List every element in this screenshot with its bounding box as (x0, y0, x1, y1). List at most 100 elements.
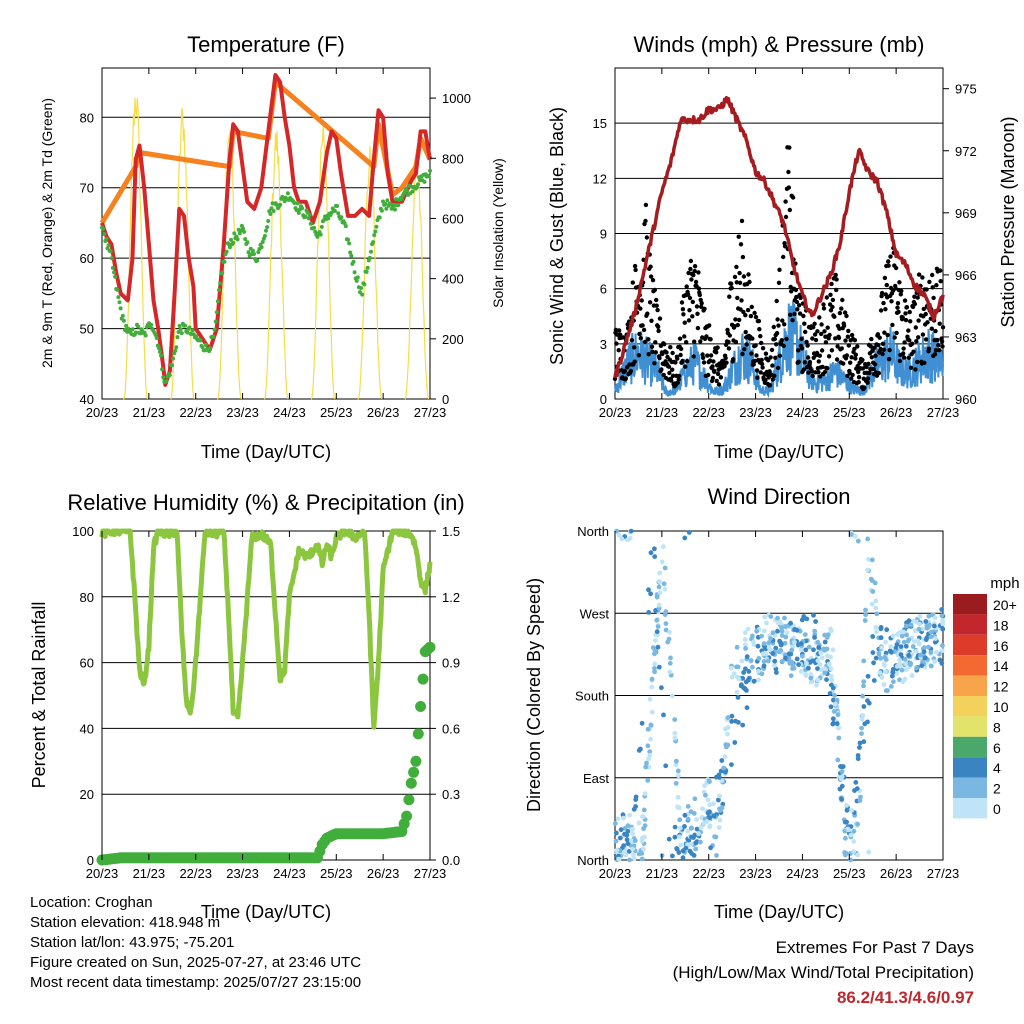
gust-point (748, 313, 754, 319)
gust-point (699, 304, 704, 309)
dewpoint-point (154, 336, 159, 340)
gust-point (908, 319, 913, 324)
direction-point (819, 655, 825, 661)
gust-point (745, 307, 751, 313)
gust-point (633, 267, 638, 273)
gust-point (722, 364, 727, 369)
direction-point (740, 676, 746, 681)
gust-point (916, 272, 922, 277)
direction-point (627, 535, 633, 541)
x-tick-label: 26/23 (367, 405, 400, 420)
gust-point (680, 307, 686, 312)
direction-point (643, 764, 649, 770)
direction-point (688, 809, 694, 815)
direction-point (652, 546, 657, 552)
gust-point (787, 207, 792, 213)
gust-point (653, 350, 658, 355)
direction-point (815, 666, 820, 671)
direction-point (859, 725, 864, 731)
direction-point (693, 846, 699, 852)
x-tick-label: 21/23 (646, 405, 679, 420)
gust-point (630, 280, 635, 285)
dewpoint-point (278, 202, 283, 207)
gust-point (707, 323, 712, 328)
direction-point (630, 826, 635, 832)
direction-point (901, 629, 906, 635)
gust-point (752, 358, 758, 364)
gust-point (912, 301, 918, 307)
gust-point (648, 274, 654, 279)
gust-point (743, 329, 748, 335)
gust-point (751, 362, 756, 367)
gust-point (692, 339, 697, 344)
gust-point (760, 346, 766, 351)
gust-point (739, 298, 744, 303)
gust-point (849, 376, 854, 381)
dewpoint-point (319, 224, 324, 229)
direction-point (739, 658, 745, 664)
direction-point (614, 830, 619, 836)
gust-point (926, 346, 932, 351)
direction-point (663, 627, 669, 633)
gust-point (901, 346, 906, 351)
direction-point (759, 633, 764, 639)
dewpoint-point (222, 259, 227, 264)
gust-point (876, 343, 881, 348)
gust-point (727, 294, 732, 299)
gust-point (786, 169, 791, 175)
gust-point (829, 348, 835, 353)
dewpoint-point (307, 212, 312, 217)
gust-point (732, 274, 738, 280)
gust-point (749, 351, 754, 356)
direction-point (669, 693, 675, 699)
gust-point (816, 359, 821, 364)
gust-point (637, 331, 642, 337)
precip-point (412, 728, 424, 740)
direction-point (674, 758, 679, 764)
direction-point (705, 797, 711, 803)
dewpoint-point (354, 278, 359, 283)
direction-tick-label: West (580, 606, 610, 621)
gust-point (819, 331, 824, 337)
dewpoint-point (241, 226, 245, 231)
temperature-ylabel-left: 2m & 9m T (Red, Orange) & 2m Td (Green) (39, 98, 55, 368)
direction-point (861, 704, 867, 709)
direction-point (822, 639, 828, 645)
x-tick-label: 24/23 (273, 405, 306, 420)
direction-point (915, 638, 921, 644)
gust-point (938, 279, 943, 284)
direction-point (677, 834, 683, 840)
direction-point (617, 835, 623, 841)
direction-point (871, 678, 877, 683)
direction-point (622, 831, 627, 837)
direction-point (646, 610, 652, 615)
gust-point (850, 372, 855, 378)
gust-point (632, 345, 637, 350)
gust-point (875, 332, 881, 337)
gust-point (623, 376, 628, 381)
gust-point (839, 346, 844, 351)
dewpoint-point (256, 250, 261, 255)
dewpoint-point (207, 349, 212, 354)
gust-point (614, 341, 619, 346)
dewpoint-point (185, 330, 190, 335)
gust-point (833, 336, 838, 341)
direction-point (849, 808, 855, 813)
gust-point (811, 325, 816, 330)
direction-point (612, 821, 618, 826)
legend-swatch (953, 675, 987, 696)
gust-point (805, 343, 810, 348)
direction-point (832, 693, 837, 698)
direction-point (833, 701, 838, 707)
dewpoint-point (124, 323, 129, 328)
precip-point (405, 777, 417, 789)
gust-point (734, 264, 739, 270)
direction-point (912, 628, 918, 634)
direction-point (934, 650, 939, 655)
legend-label: 20+ (993, 597, 1017, 613)
gust-point (909, 341, 915, 346)
direction-point (905, 638, 911, 644)
direction-point (888, 649, 894, 655)
gust-point (707, 358, 713, 363)
direction-ylabel-left: Direction (Colored By Speed) (524, 578, 544, 812)
